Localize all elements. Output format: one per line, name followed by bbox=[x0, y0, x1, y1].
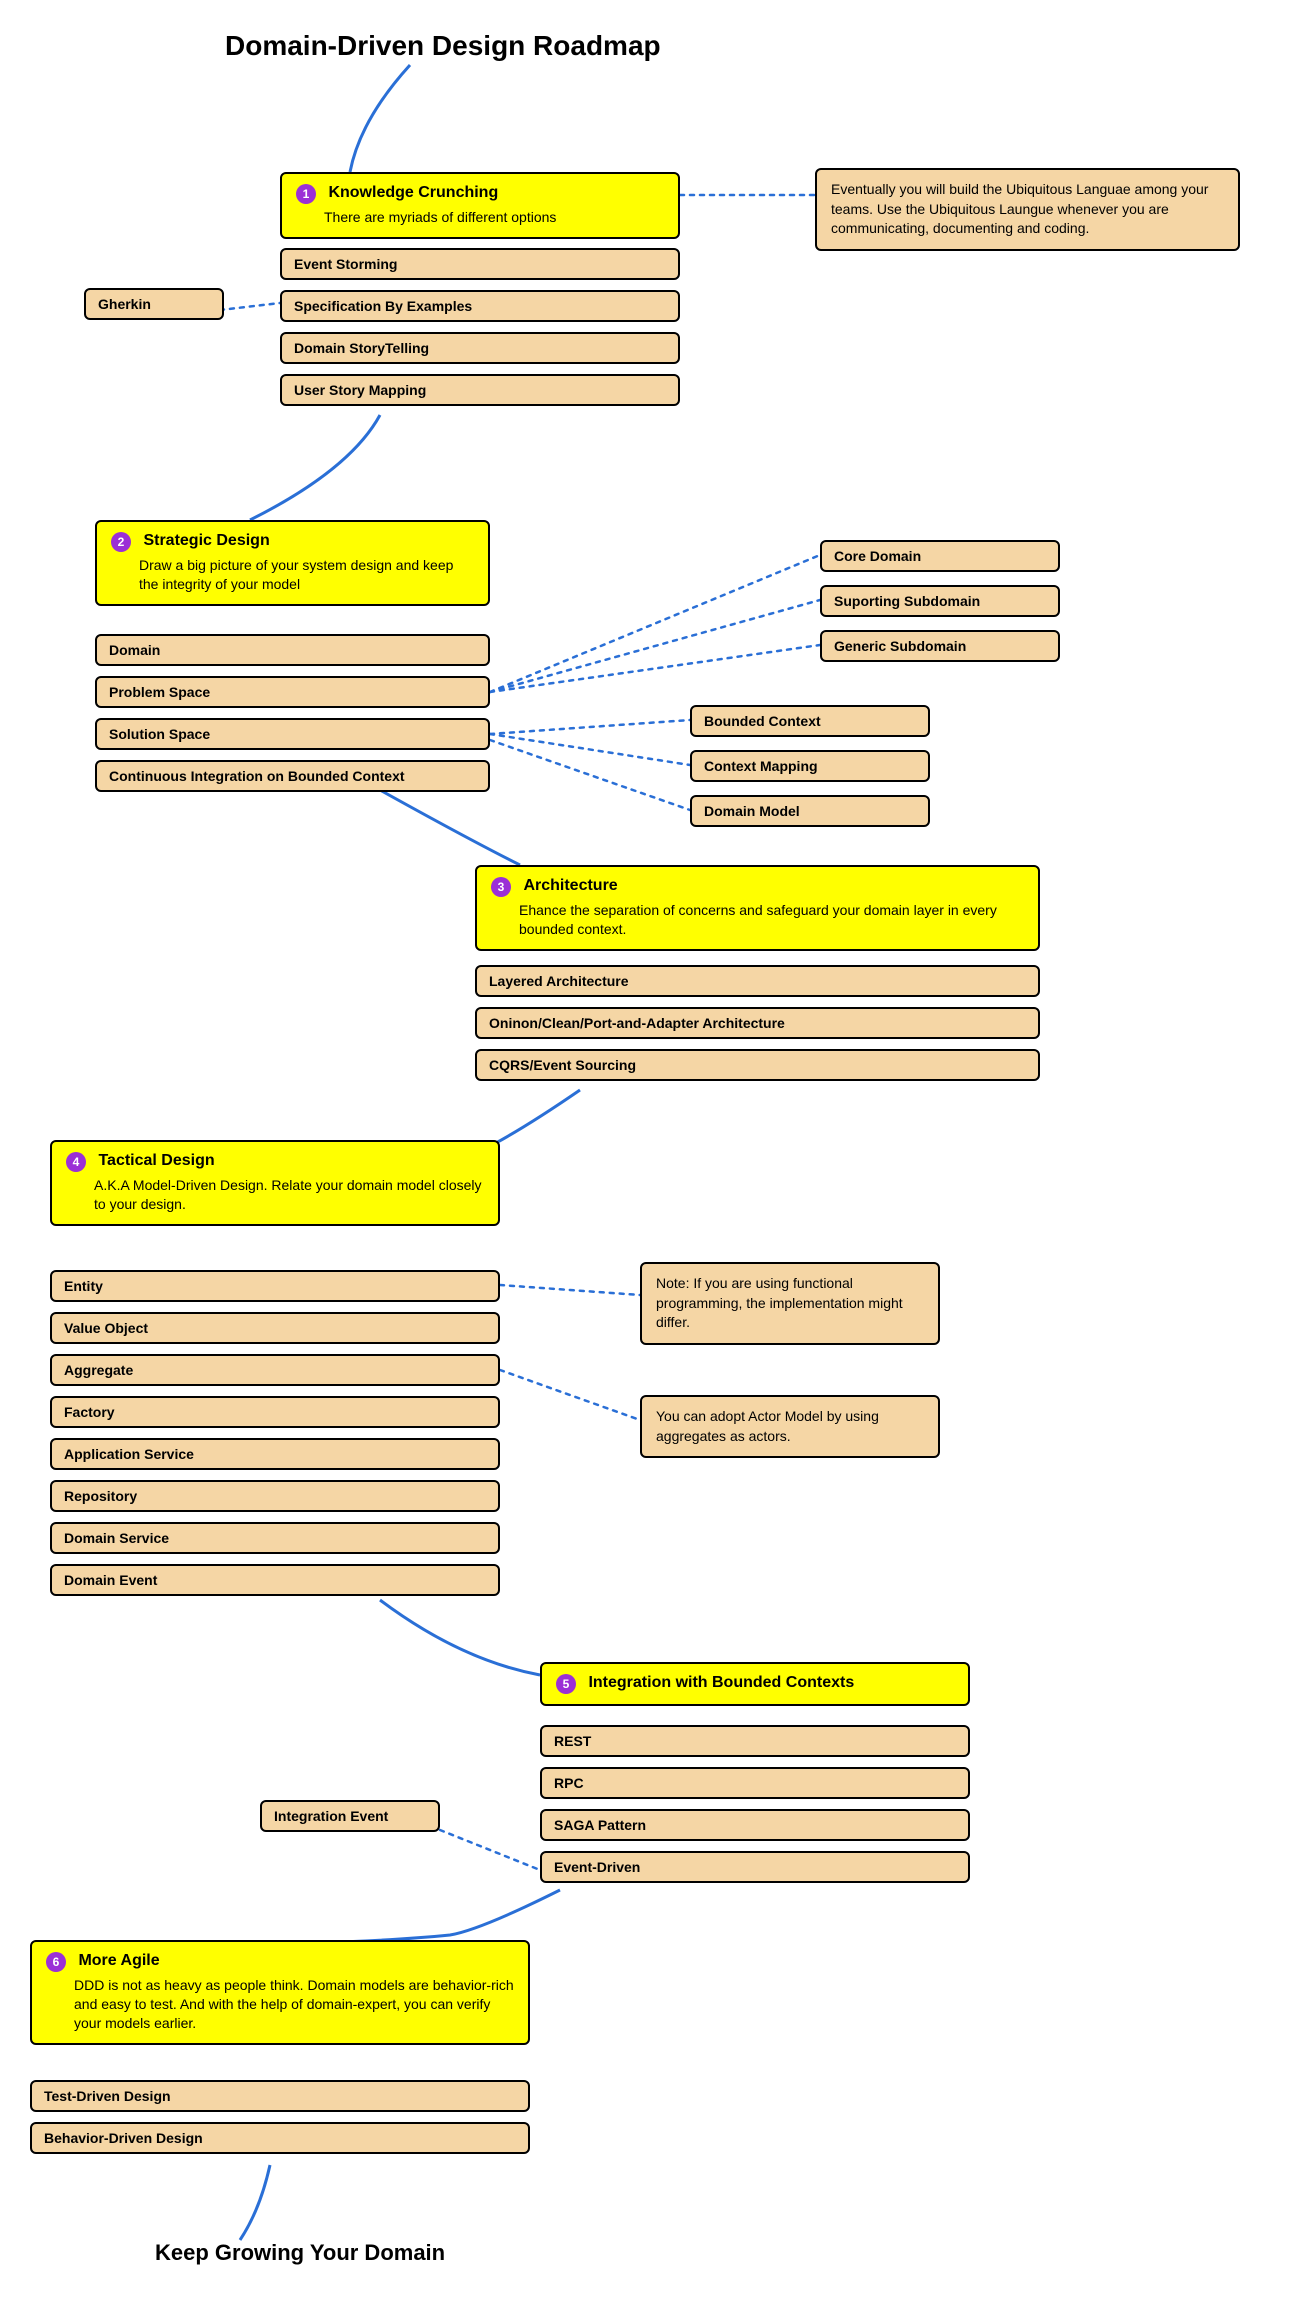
side-integration-event: Integration Event bbox=[260, 1800, 440, 1832]
badge-5: 5 bbox=[556, 1674, 576, 1694]
section-2-subtitle: Draw a big picture of your system design… bbox=[111, 556, 474, 594]
item-rest: REST bbox=[540, 1725, 970, 1757]
item-cqrs-event-sourcing: CQRS/Event Sourcing bbox=[475, 1049, 1040, 1081]
item-core-domain: Core Domain bbox=[820, 540, 1060, 572]
item-domain-storytelling: Domain StoryTelling bbox=[280, 332, 680, 364]
section-5-header: 5 Integration with Bounded Contexts bbox=[540, 1662, 970, 1706]
item-bdd: Behavior-Driven Design bbox=[30, 2122, 530, 2154]
item-onion-clean-arch: Oninon/Clean/Port-and-Adapter Architectu… bbox=[475, 1007, 1040, 1039]
item-generic-subdomain: Generic Subdomain bbox=[820, 630, 1060, 662]
section-1-subtitle: There are myriads of different options bbox=[296, 208, 664, 227]
section-4-header: 4 Tactical Design A.K.A Model-Driven Des… bbox=[50, 1140, 500, 1226]
note-ubiquitous-language: Eventually you will build the Ubiquitous… bbox=[815, 168, 1240, 251]
item-aggregate: Aggregate bbox=[50, 1354, 500, 1386]
section-4-subtitle: A.K.A Model-Driven Design. Relate your d… bbox=[66, 1176, 484, 1214]
section-3-header: 3 Architecture Ehance the separation of … bbox=[475, 865, 1040, 951]
section-6-header: 6 More Agile DDD is not as heavy as peop… bbox=[30, 1940, 530, 2045]
note-actor-model: You can adopt Actor Model by using aggre… bbox=[640, 1395, 940, 1458]
item-rpc: RPC bbox=[540, 1767, 970, 1799]
section-4-title: Tactical Design bbox=[98, 1152, 214, 1169]
section-5-title: Integration with Bounded Contexts bbox=[588, 1674, 854, 1691]
item-domain-event: Domain Event bbox=[50, 1564, 500, 1596]
item-application-service: Application Service bbox=[50, 1438, 500, 1470]
item-problem-space: Problem Space bbox=[95, 676, 490, 708]
item-domain-model: Domain Model bbox=[690, 795, 930, 827]
badge-2: 2 bbox=[111, 532, 131, 552]
section-3-subtitle: Ehance the separation of concerns and sa… bbox=[491, 901, 1024, 939]
badge-6: 6 bbox=[46, 1952, 66, 1972]
section-1-header: 1 Knowledge Crunching There are myriads … bbox=[280, 172, 680, 239]
item-factory: Factory bbox=[50, 1396, 500, 1428]
section-6-title: More Agile bbox=[78, 1952, 159, 1969]
item-layered-arch: Layered Architecture bbox=[475, 965, 1040, 997]
item-solution-space: Solution Space bbox=[95, 718, 490, 750]
section-6-subtitle: DDD is not as heavy as people think. Dom… bbox=[46, 1976, 514, 2033]
item-entity: Entity bbox=[50, 1270, 500, 1302]
item-domain: Domain bbox=[95, 634, 490, 666]
item-event-storming: Event Storming bbox=[280, 248, 680, 280]
roadmap-canvas: Domain-Driven Design Roadmap 1 Knowledge… bbox=[0, 0, 1308, 2301]
badge-3: 3 bbox=[491, 877, 511, 897]
item-ci-bounded-context: Continuous Integration on Bounded Contex… bbox=[95, 760, 490, 792]
page-title: Domain-Driven Design Roadmap bbox=[225, 30, 661, 62]
item-spec-by-examples: Specification By Examples bbox=[280, 290, 680, 322]
section-1-title: Knowledge Crunching bbox=[328, 184, 498, 201]
item-supporting-subdomain: Suporting Subdomain bbox=[820, 585, 1060, 617]
section-3-title: Architecture bbox=[523, 877, 617, 894]
item-user-story-mapping: User Story Mapping bbox=[280, 374, 680, 406]
badge-1: 1 bbox=[296, 184, 316, 204]
item-repository: Repository bbox=[50, 1480, 500, 1512]
item-value-object: Value Object bbox=[50, 1312, 500, 1344]
item-context-mapping: Context Mapping bbox=[690, 750, 930, 782]
item-saga-pattern: SAGA Pattern bbox=[540, 1809, 970, 1841]
item-bounded-context: Bounded Context bbox=[690, 705, 930, 737]
side-gherkin: Gherkin bbox=[84, 288, 224, 320]
section-2-title: Strategic Design bbox=[143, 532, 269, 549]
badge-4: 4 bbox=[66, 1152, 86, 1172]
footer-text: Keep Growing Your Domain bbox=[155, 2240, 445, 2266]
note-functional-programming: Note: If you are using functional progra… bbox=[640, 1262, 940, 1345]
item-domain-service: Domain Service bbox=[50, 1522, 500, 1554]
item-tdd: Test-Driven Design bbox=[30, 2080, 530, 2112]
item-event-driven: Event-Driven bbox=[540, 1851, 970, 1883]
section-2-header: 2 Strategic Design Draw a big picture of… bbox=[95, 520, 490, 606]
